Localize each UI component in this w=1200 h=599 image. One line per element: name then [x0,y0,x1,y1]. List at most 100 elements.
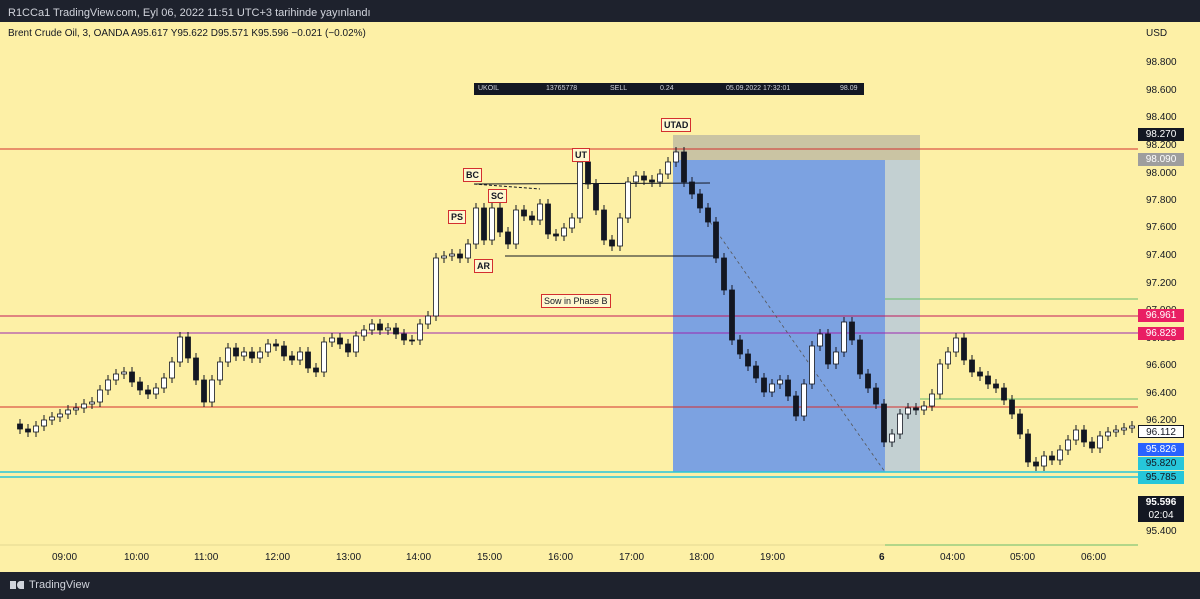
candle-body [857,339,863,375]
chart-area[interactable]: Brent Crude Oil, 3, OANDA A95.617 Y95.62… [0,22,1200,572]
candle-body [793,395,799,417]
candle-body [305,351,311,369]
candle-body [233,347,239,357]
candle-body [313,367,319,373]
candle-body [977,371,983,377]
candle-body [473,207,479,245]
annotation-bc[interactable]: BC [463,168,482,182]
candle-body [265,343,271,353]
candle-body [1057,449,1063,461]
currency-label: USD [1146,28,1168,39]
annotation-sow[interactable]: Sow in Phase B [541,294,611,308]
candle-body [633,175,639,183]
range-top-line [473,182,711,185]
candle-body [489,207,495,241]
candle-body [1025,433,1031,463]
candle-body [665,161,671,175]
candle-body [1073,429,1079,441]
candle-body [593,183,599,211]
candle-body [1129,425,1135,429]
price-scale-bg [1138,22,1200,572]
trade-side: SELL [610,85,628,92]
candle-body [737,339,743,355]
candle-body [609,239,615,247]
tradingview-logo[interactable]: TradingView [10,579,90,591]
candle-body [433,257,439,317]
candle-body [561,227,567,237]
candle-body [969,359,975,373]
candle-body [889,433,895,443]
projection-dashed-line [709,221,886,473]
footer-bar: TradingView [0,572,1200,599]
annotation-sc[interactable]: SC [488,189,507,203]
candle-body [201,379,207,403]
candle-body [289,355,295,361]
time-tick: 14:00 [406,552,432,563]
chart-legend: Brent Crude Oil, 3, OANDA A95.617 Y95.62… [8,28,366,39]
candle-body [649,179,655,183]
candle-body [993,383,999,389]
candle-body [841,321,847,353]
annotation-ut[interactable]: UT [572,148,590,162]
candle-body [385,327,391,331]
candle-body [769,383,775,393]
candle-body [441,255,447,259]
candle-body [1065,439,1071,451]
price-tick: 95.400 [1146,526,1177,537]
candle-body [705,207,711,223]
candle-body [545,203,551,235]
price-label-current: 95.596 [1138,496,1184,509]
candle-body [417,323,423,341]
candle-body [337,337,343,345]
candle-body [961,337,967,361]
candle-body [361,329,367,337]
price-label-level-b: 96.828 [1138,327,1184,340]
price-tick: 98.600 [1146,85,1177,96]
price-tick: 98.000 [1146,168,1177,179]
candle-body [353,335,359,353]
candle-body [465,243,471,259]
candle-body [281,345,287,357]
price-tick: 97.200 [1146,278,1177,289]
candle-body [113,373,119,381]
candle-body [521,209,527,217]
time-tick: 18:00 [689,552,715,563]
symbol-label[interactable]: Brent Crude Oil, 3, OANDA [8,28,129,39]
price-tick: 97.400 [1146,250,1177,261]
price-tick: 98.200 [1146,140,1177,151]
candle-body [193,357,199,381]
candle-body [145,389,151,395]
candle-body [945,351,951,365]
candle-body [601,209,607,241]
time-tick-day: 6 [879,552,885,563]
candle-body [1121,427,1127,431]
candle-body [1081,429,1087,443]
candle-body [153,387,159,395]
candle-body [17,423,23,430]
candle-body [105,379,111,391]
candle-body [673,151,679,163]
trade-symbol: UKOIL [478,85,500,92]
price-tick: 96.600 [1146,360,1177,371]
price-label-blue: 95.826 [1138,443,1184,456]
candle-body [25,428,31,433]
candle-body [161,377,167,389]
candle-body [425,315,431,325]
candle-body [393,327,399,335]
candle-body [745,353,751,367]
trade-info-box: UKOIL 13765778 SELL 0.24 05.09.2022 17:3… [474,83,864,95]
annotation-utad[interactable]: UTAD [661,118,692,132]
annotation-ps[interactable]: PS [448,210,467,224]
candle-body [641,175,647,181]
candle-body [41,419,47,427]
candle-body [697,193,703,209]
candle-body [1033,461,1039,467]
candle-body [1017,413,1023,435]
time-tick: 19:00 [760,552,786,563]
candle-body [185,336,191,359]
annotation-ar[interactable]: AR [474,259,493,273]
candle-body [865,373,871,389]
publish-header: R1CCa1 TradingView.com, Eyl 06, 2022 11:… [0,0,1200,26]
time-tick: 17:00 [619,552,645,563]
candle-body [801,383,807,417]
